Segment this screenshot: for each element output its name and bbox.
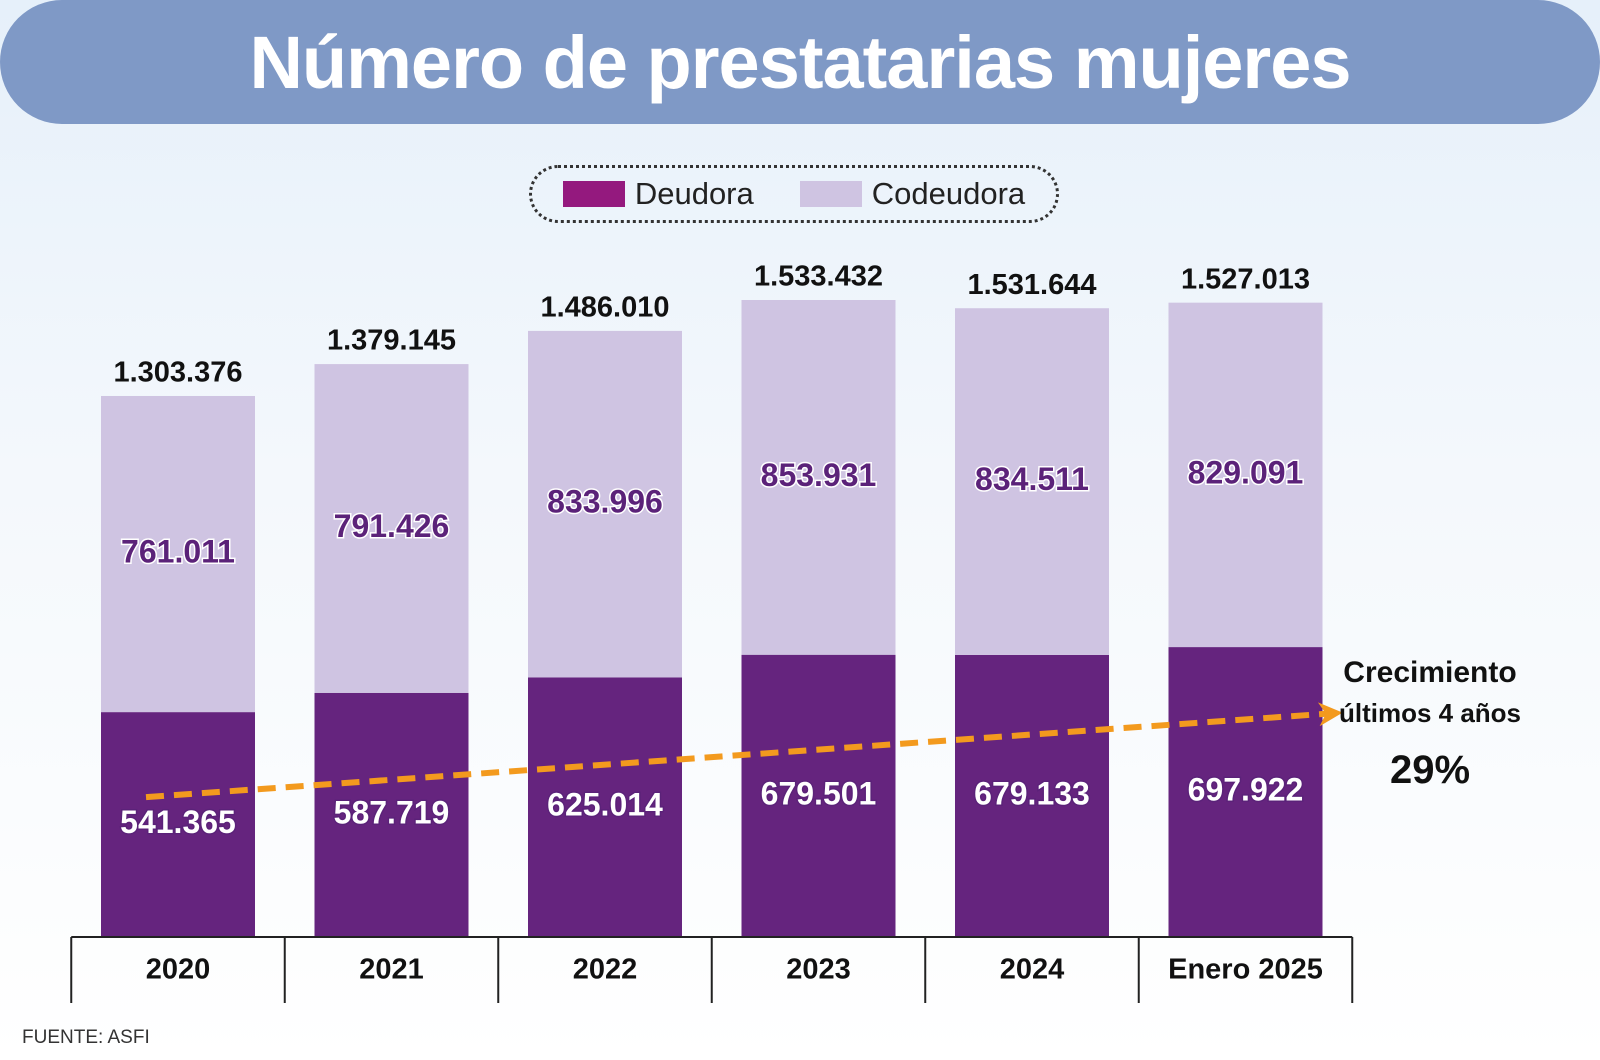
bar-codeudora-3 (741, 300, 896, 655)
bar-deudora-3 (741, 654, 896, 937)
legend-label-codeudora: Codeudora (871, 176, 1026, 211)
total-label-4: 1.531.644 (967, 269, 1096, 301)
label-deudora-0: 541.365 (120, 804, 236, 840)
bar-deudora-2 (528, 677, 682, 937)
bar-codeudora-1 (314, 364, 469, 693)
category-label-5: Enero 2025 (1168, 954, 1323, 986)
legend-item-deudora: Deudora (562, 176, 754, 212)
bar-codeudora-5 (1168, 302, 1323, 648)
label-deudora-2: 625.014 (547, 787, 663, 823)
label-codeudora-4: 834.511 (975, 461, 1089, 497)
chart-title: Número de prestatarias mujeres (249, 20, 1351, 104)
growth-value: 29% (1389, 748, 1471, 792)
label-deudora-5: 697.922 (1188, 771, 1304, 807)
label-codeudora-5: 829.091 (1188, 454, 1304, 490)
label-codeudora-2: 833.996 (547, 484, 663, 520)
total-label-0: 1.303.376 (113, 357, 242, 389)
bar-codeudora-2 (528, 330, 682, 678)
growth-label-line1: Crecimiento (1343, 656, 1517, 689)
legend-swatch-deudora (562, 181, 625, 207)
bar-deudora-1 (314, 692, 469, 937)
label-codeudora-3: 853.931 (761, 457, 877, 493)
category-label-0: 2020 (146, 954, 211, 986)
label-deudora-3: 679.501 (761, 775, 877, 811)
total-label-3: 1.533.432 (754, 261, 883, 293)
category-label-3: 2023 (786, 954, 851, 986)
category-label-1: 2021 (359, 954, 424, 986)
category-label-2: 2022 (573, 954, 638, 986)
growth-label-line2: últimos 4 años (1338, 698, 1522, 728)
total-label-1: 1.379.145 (327, 325, 456, 357)
bar-codeudora-4 (955, 308, 1109, 655)
legend-item-codeudora: Codeudora (799, 176, 1026, 212)
bar-deudora-0 (101, 712, 255, 937)
growth-trend-arrow (145, 702, 1343, 801)
category-label-4: 2024 (1000, 954, 1065, 986)
label-codeudora-1: 791.426 (334, 508, 450, 544)
label-deudora-1: 587.719 (334, 794, 450, 830)
title-banner: Número de prestatarias mujeres (0, 0, 1600, 124)
legend-swatch-codeudora (799, 181, 862, 207)
label-deudora-4: 679.133 (974, 775, 1090, 811)
label-codeudora-0: 761.011 (121, 534, 235, 570)
legend-label-deudora: Deudora (634, 176, 754, 211)
bar-deudora-4 (955, 654, 1109, 937)
source-note: FUENTE: ASFI (22, 1027, 150, 1048)
bar-deudora-5 (1168, 647, 1323, 937)
total-label-5: 1.527.013 (1181, 263, 1310, 295)
legend: Deudora Codeudora (529, 165, 1059, 223)
bar-codeudora-0 (101, 395, 255, 713)
total-label-2: 1.486.010 (540, 292, 669, 324)
